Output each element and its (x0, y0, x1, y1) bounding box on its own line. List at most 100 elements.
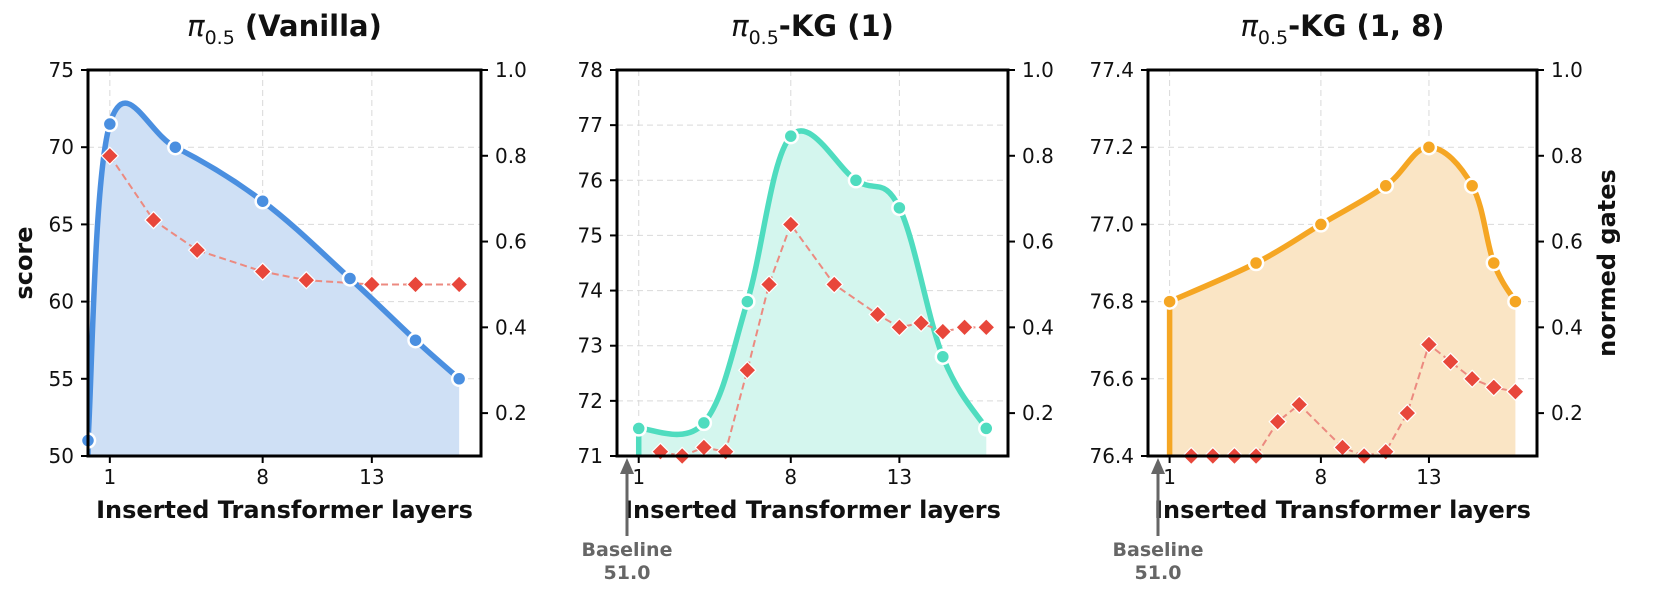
gate-point (911, 313, 931, 333)
axes-frame (615, 68, 1010, 458)
score-area (88, 103, 460, 456)
y-tick-label: 76.8 (1089, 290, 1134, 314)
score-line (88, 100, 462, 456)
y2-tick-label: 0.4 (1551, 315, 1583, 339)
gate-point (406, 275, 425, 294)
gate-point (824, 275, 844, 294)
gate-point (1484, 378, 1504, 397)
gate-point (144, 210, 163, 230)
y2-tick-label: 1.0 (495, 58, 527, 82)
y2-tick-label: 0.6 (495, 230, 527, 254)
y-tick-label: 75 (49, 58, 74, 82)
y-tick-label: 77.4 (1089, 58, 1134, 82)
score-point (934, 348, 952, 365)
score-point (739, 293, 756, 310)
y-tick-label: 65 (49, 212, 74, 236)
score-point (1161, 293, 1178, 310)
x-tick-label: 1 (632, 465, 645, 489)
y-tick-label: 73 (578, 334, 603, 358)
gate-point (737, 360, 757, 380)
x-tick-label: 8 (256, 465, 269, 489)
baseline-arrowhead (620, 458, 634, 474)
y2-tick-label: 0.4 (495, 315, 527, 339)
score-point (167, 138, 184, 156)
x-tick-label: 8 (784, 465, 797, 489)
gate-point (1397, 403, 1417, 423)
y2-tick-label: 0.2 (1551, 401, 1583, 425)
gate-point (781, 215, 801, 234)
x-tick-label: 13 (1416, 465, 1441, 489)
score-point (630, 420, 647, 437)
score-area (638, 130, 987, 456)
score-point (1247, 254, 1265, 272)
y2-tick-label: 0.8 (495, 144, 527, 168)
x-axis-label: Inserted Transformer layers (1154, 496, 1531, 524)
y-tick-label: 71 (578, 444, 603, 468)
gate-point (253, 262, 273, 281)
score-point (450, 370, 468, 388)
gate-point (187, 240, 207, 260)
gate-point (1419, 335, 1439, 354)
gate-point (449, 275, 469, 294)
gate-point (1506, 382, 1525, 402)
y-tick-label: 76.6 (1089, 367, 1134, 391)
x-axis-label: Inserted Transformer layers (624, 496, 1001, 524)
y-tick-label: 55 (49, 367, 74, 391)
y-tick-label: 77 (578, 113, 603, 137)
y2-tick-label: 0.8 (1551, 144, 1583, 168)
x-axis-label: Inserted Transformer layers (96, 496, 473, 524)
score-point (1420, 138, 1438, 156)
score-point (1377, 177, 1394, 195)
y-tick-label: 50 (49, 444, 74, 468)
score-point (1485, 254, 1503, 272)
y2-tick-label: 0.6 (1022, 230, 1054, 254)
y-tick-label: 77.2 (1089, 135, 1134, 159)
panel-title: π0.5-KG (1, 8) (1240, 9, 1444, 49)
panel-2: 1 8 13 71 72 73 74 75 76 77 78 0.2 0.4 0.6 0.8 1.0 π0.5-… (578, 9, 1054, 584)
gate-point (976, 317, 996, 337)
gate-point (759, 275, 779, 294)
score-point (407, 331, 424, 349)
gate-point (1462, 369, 1482, 389)
x-tick-label: 8 (1315, 465, 1328, 489)
y-tick-label: 70 (49, 135, 74, 159)
y2-tick-label: 0.2 (495, 401, 527, 425)
x-tick-label: 1 (103, 465, 116, 489)
score-point (254, 192, 271, 210)
gate-point (890, 317, 909, 337)
baseline-value: 51.0 (1135, 562, 1182, 584)
score-line (635, 128, 990, 456)
gate-point (1441, 352, 1460, 371)
gate-point (1268, 412, 1288, 432)
x-tick-label: 1 (1163, 465, 1176, 489)
y2-tick-label: 0.4 (1022, 315, 1054, 339)
x-tick-label: 13 (359, 465, 384, 489)
x-tick-label: 13 (887, 465, 912, 489)
y-tick-label: 76.4 (1089, 444, 1134, 468)
gate-point (933, 322, 953, 341)
gate-point (868, 305, 888, 324)
gate-point (100, 146, 120, 166)
baseline-value: 51.0 (604, 562, 651, 584)
y2-tick-label: 0.6 (1551, 230, 1583, 254)
gate-point (1289, 395, 1309, 414)
gate-point (955, 317, 974, 337)
panel-1: 1 8 13 50 55 60 65 70 75 0.2 0.4 0.6 0.8 1.0 π0.5 (Van… (10, 9, 527, 524)
panel-3: 1 8 13 76.4 76.6 76.8 77.0 77.2 77.4 0.2 0.4 0.6 0.8… (1089, 9, 1621, 584)
axes-frame (86, 68, 483, 458)
y-tick-label: 78 (578, 58, 603, 82)
y2-tick-label: 0.8 (1022, 144, 1054, 168)
y-axis-label: score (10, 226, 38, 299)
score-area (1169, 147, 1516, 456)
gate-point (296, 270, 316, 290)
baseline-label: Baseline (582, 539, 673, 561)
y2-tick-label: 1.0 (1022, 58, 1054, 82)
y-tick-label: 60 (49, 290, 74, 314)
gate-point (362, 275, 382, 294)
baseline-label: Baseline (1113, 539, 1204, 561)
y2-tick-label: 0.2 (1022, 401, 1054, 425)
y-tick-label: 72 (578, 389, 603, 413)
baseline-arrowhead (1151, 458, 1165, 474)
panel-title: π0.5-KG (1) (731, 9, 894, 49)
